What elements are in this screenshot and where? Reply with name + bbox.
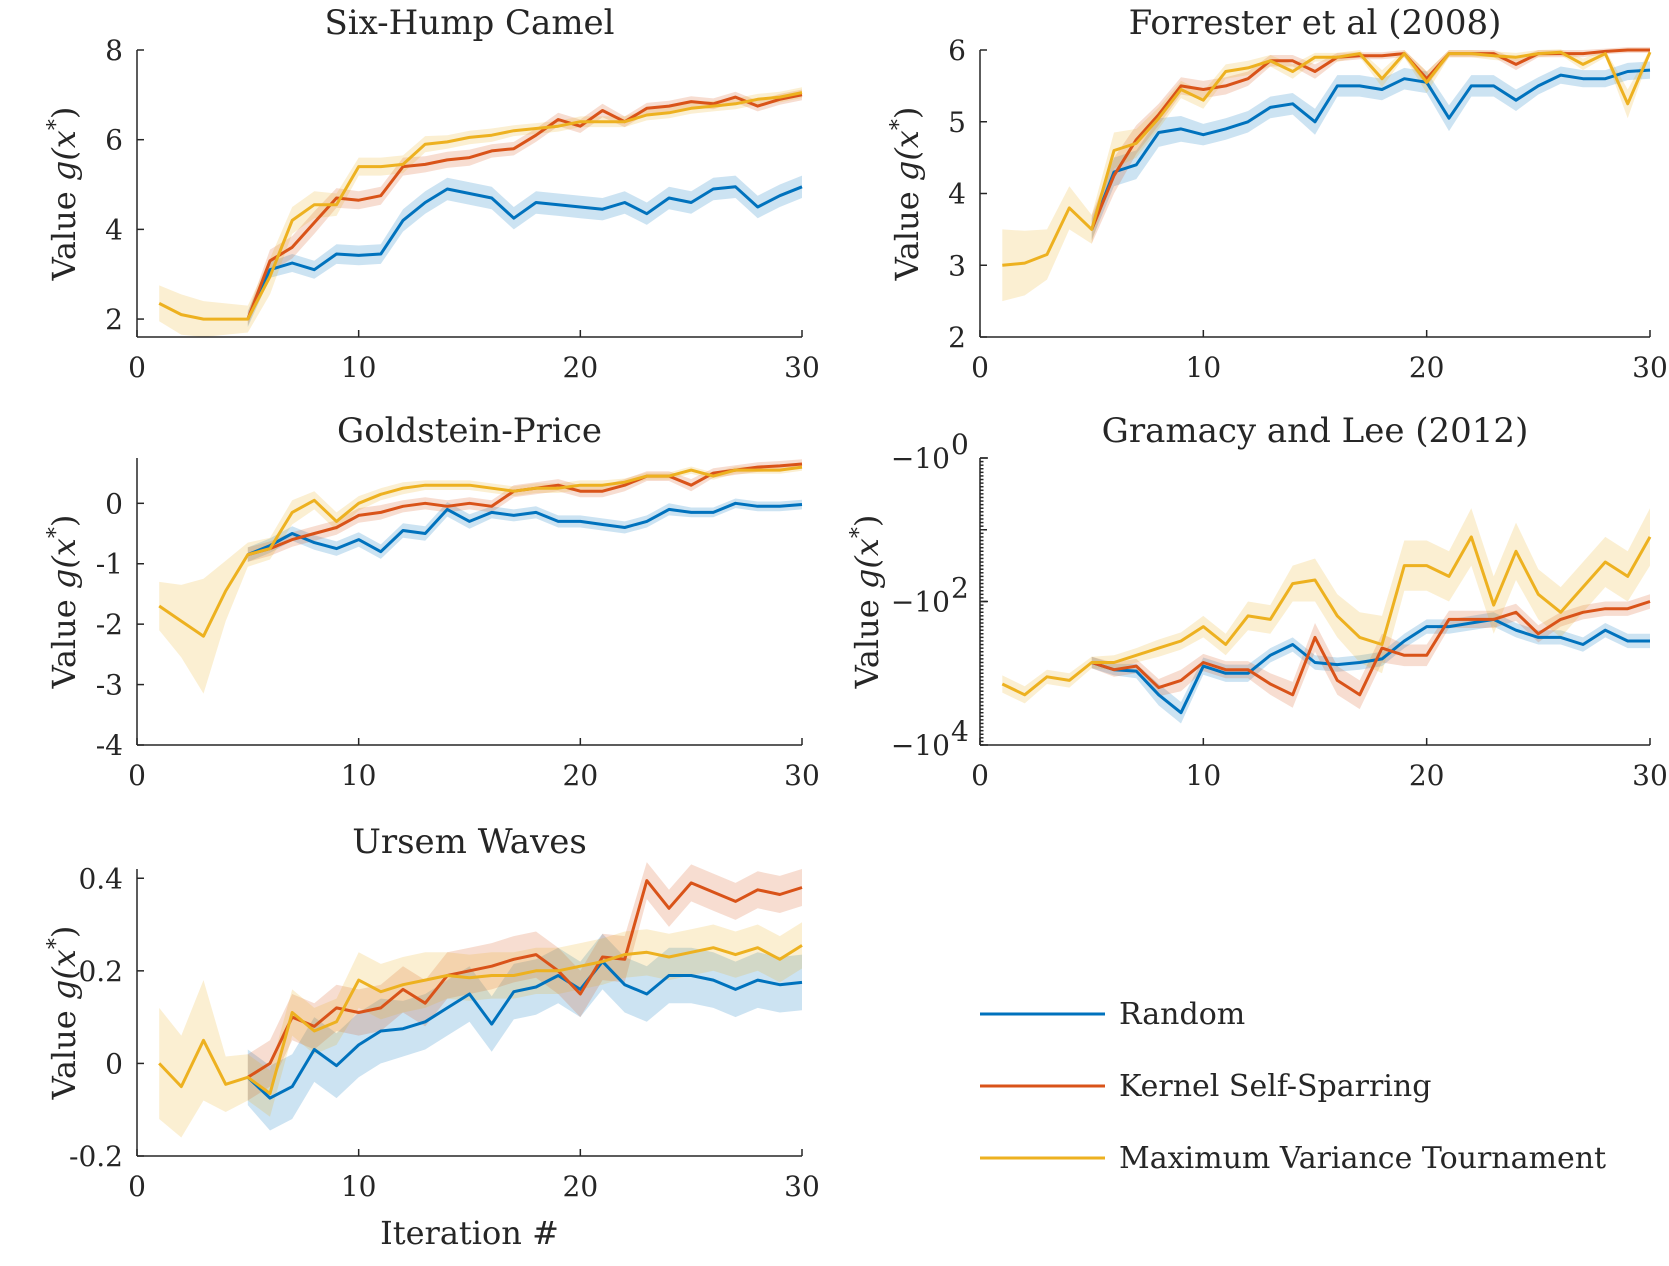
x-tick-label: 30 [784,1170,820,1203]
x-tick-label: 10 [341,351,377,384]
y-tick-label: 0 [105,1047,123,1080]
series-band-kernel-self-sparring [247,89,803,326]
x-tick-label: 0 [128,1170,146,1203]
series-band-maximum-variance-tournament [159,922,802,1138]
legend-label-random: Random [1119,997,1245,1032]
y-axis-label: Value g(x*) [847,515,886,690]
x-tick-label: 10 [1186,759,1222,792]
y-tick-label: −10 [891,586,950,619]
series-line-maximum-variance-tournament [1002,50,1652,267]
y-axis-label: Value g(x*) [44,107,83,282]
x-tick-label: 10 [341,759,377,792]
y-tick-label: 4 [948,178,966,211]
series-band-kernel-self-sparring [247,862,803,1101]
x-tick-label: 0 [971,351,989,384]
x-tick-label: 20 [563,1170,599,1203]
chart-title: Gramacy and Lee (2012) [1102,411,1529,451]
x-tick-label: 20 [563,759,599,792]
x-tick-label: 0 [128,759,146,792]
y-tick-label: -0.2 [69,1140,123,1173]
y-tick-exponent: 4 [951,715,969,748]
y-axis-label: Value g(x*) [887,107,926,282]
y-tick-label: 0.4 [78,862,123,895]
chart-title: Ursem Waves [352,822,587,862]
x-axis-label: Iteration # [380,1214,559,1252]
chart-title: Forrester et al (2008) [1129,3,1502,43]
legend: Random Kernel Self-Sparring Maximum Vari… [980,997,1606,1176]
y-tick-label: −10 [891,442,950,475]
y-tick-label: -1 [96,548,123,581]
y-tick-label: 0.2 [78,955,123,988]
legend-label-maximum-variance-tournament: Maximum Variance Tournament [1119,1141,1606,1176]
x-tick-label: 10 [341,1170,377,1203]
series-line-maximum-variance-tournament [158,944,803,1095]
x-tick-label: 30 [1632,351,1668,384]
legend-label-kernel-self-sparring: Kernel Self-Sparring [1119,1069,1431,1104]
x-tick-label: 20 [563,351,599,384]
x-tick-label: 30 [784,759,820,792]
y-tick-label: 2 [948,321,966,354]
y-tick-label: -2 [96,608,123,641]
series-line-random [1090,68,1651,230]
y-tick-label: 6 [948,34,966,67]
y-tick-label: 0 [105,487,123,520]
y-tick-label: −10 [891,729,950,762]
y-axis-label: Value g(x*) [44,926,83,1101]
series-band-maximum-variance-tournament [159,463,802,694]
y-tick-label: 8 [105,34,123,67]
series-line-maximum-variance-tournament [1001,535,1652,697]
chart-panel-six-hump-camel: 0 10 20 30 2 4 6 8 Six-Hump Camel Value g(x*) [44,3,820,384]
series-line-kernel-self-sparring [1091,600,1651,697]
y-tick-label: 6 [105,124,123,157]
series-band-kernel-self-sparring [1091,594,1650,710]
series-band-random [247,175,803,328]
x-tick-label: 30 [784,351,820,384]
chart-title: Six-Hump Camel [324,3,614,43]
series-line-kernel-self-sparring [247,879,803,1079]
chart-title: Goldstein-Price [337,411,602,451]
x-tick-label: 20 [1409,351,1445,384]
series-line-maximum-variance-tournament [158,91,803,321]
y-tick-label: 4 [105,213,123,246]
y-tick-label: -4 [96,729,123,762]
series-band-random [1091,61,1650,241]
series-line-maximum-variance-tournament [158,465,803,638]
x-tick-label: 0 [128,351,146,384]
y-tick-label: 3 [948,249,966,282]
y-axis-label: Value g(x*) [44,515,83,690]
y-tick-label: 5 [948,106,966,139]
series-line-random [246,185,803,320]
series-band-maximum-variance-tournament [1002,508,1650,704]
series-line-random [1091,617,1650,715]
series-line-random [247,501,803,557]
y-tick-label: 2 [105,303,123,336]
chart-panel-goldstein-price: 0 10 20 30 -4 -3 -2 -1 0 Goldstein-Price Value g(x… [44,411,820,792]
y-tick-exponent: 2 [951,572,969,605]
chart-panel-forrester-et-al-2008: 0 10 20 30 2 3 4 5 6 Forrester et al (2008) Value … [887,3,1668,384]
series-line-random [246,960,803,1100]
x-tick-label: 0 [971,759,989,792]
y-tick-label: -3 [96,669,123,702]
y-tick-exponent: 0 [951,428,969,461]
series-band-random [247,933,803,1131]
x-tick-label: 30 [1632,759,1668,792]
x-tick-label: 20 [1409,759,1445,792]
x-tick-label: 10 [1186,351,1222,384]
